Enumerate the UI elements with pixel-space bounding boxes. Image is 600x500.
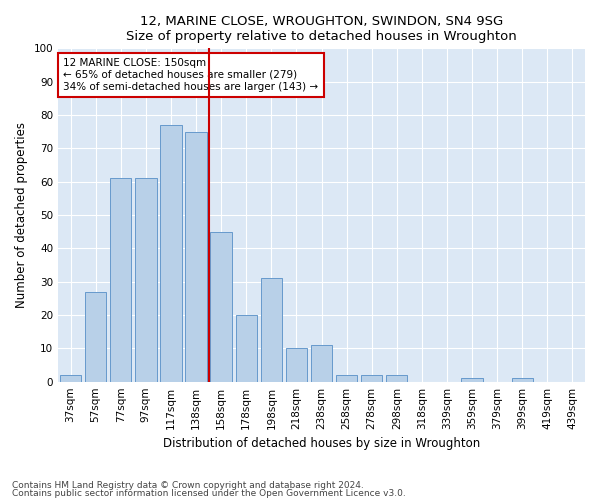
Bar — [361, 375, 382, 382]
Bar — [85, 292, 106, 382]
Bar — [260, 278, 282, 382]
Text: Contains HM Land Registry data © Crown copyright and database right 2024.: Contains HM Land Registry data © Crown c… — [12, 480, 364, 490]
Bar — [160, 125, 182, 382]
Bar — [336, 375, 357, 382]
Bar — [185, 132, 207, 382]
Y-axis label: Number of detached properties: Number of detached properties — [15, 122, 28, 308]
Bar — [286, 348, 307, 382]
Bar — [461, 378, 483, 382]
Bar — [311, 345, 332, 382]
Bar — [512, 378, 533, 382]
Title: 12, MARINE CLOSE, WROUGHTON, SWINDON, SN4 9SG
Size of property relative to detac: 12, MARINE CLOSE, WROUGHTON, SWINDON, SN… — [126, 15, 517, 43]
Text: Contains public sector information licensed under the Open Government Licence v3: Contains public sector information licen… — [12, 489, 406, 498]
X-axis label: Distribution of detached houses by size in Wroughton: Distribution of detached houses by size … — [163, 437, 480, 450]
Bar — [236, 315, 257, 382]
Text: 12 MARINE CLOSE: 150sqm
← 65% of detached houses are smaller (279)
34% of semi-d: 12 MARINE CLOSE: 150sqm ← 65% of detache… — [64, 58, 319, 92]
Bar — [386, 375, 407, 382]
Bar — [60, 375, 81, 382]
Bar — [211, 232, 232, 382]
Bar — [135, 178, 157, 382]
Bar — [110, 178, 131, 382]
